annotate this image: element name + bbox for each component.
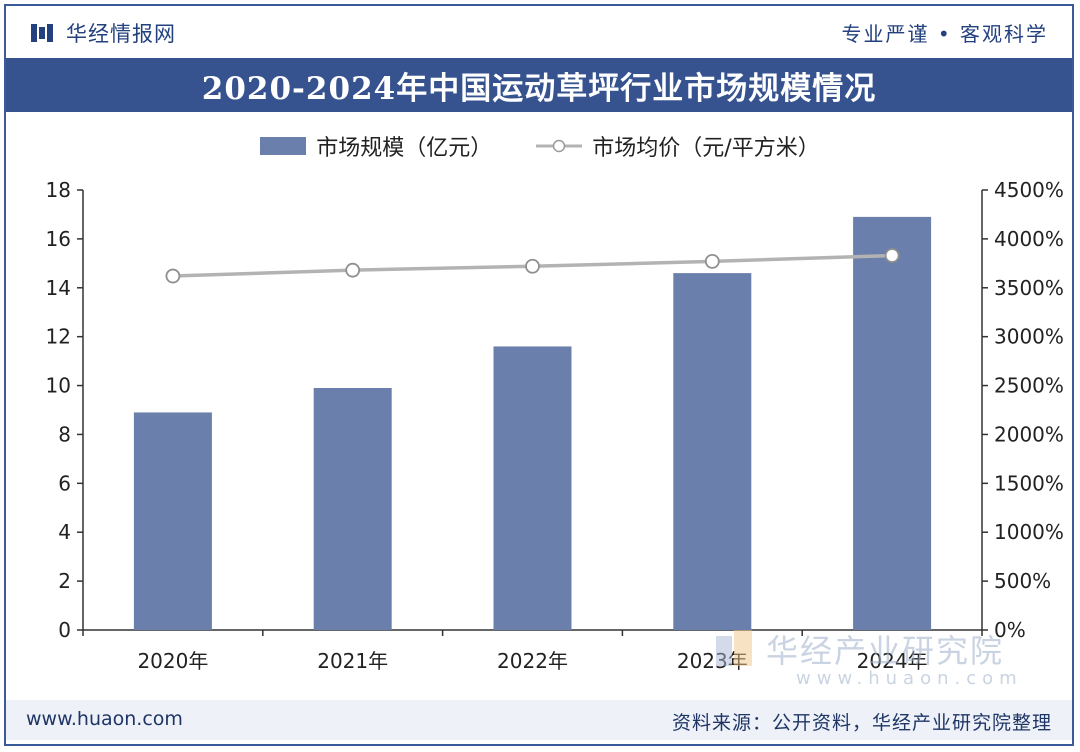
y-right-tick-label: 2000%: [994, 422, 1064, 446]
watermark-logo-icon: [716, 630, 752, 666]
legend-swatch-line: [536, 139, 583, 153]
line-point: [345, 262, 361, 278]
y-right-tick-label: 500%: [994, 569, 1051, 593]
y-left-tick-label: 18: [46, 178, 71, 202]
y-left-tick-label: 4: [58, 520, 71, 544]
watermark-text: 华经产业研究院: [766, 632, 1005, 670]
x-tick-label: 2020年: [137, 649, 208, 673]
legend-item-line[interactable]: 市场均价（元/平方米）: [536, 130, 820, 162]
legend-item-bar[interactable]: 市场规模（亿元）: [260, 130, 492, 162]
legend: 市场规模（亿元） 市场均价（元/平方米）: [0, 128, 1080, 164]
brand-name: 华经情报网: [66, 22, 176, 46]
y-left-tick-label: 0: [58, 618, 71, 642]
book-icon: [31, 24, 53, 42]
y-right-tick-label: 4500%: [994, 178, 1064, 202]
y-right-tick-label: 3500%: [994, 276, 1064, 300]
x-tick-label: 2021年: [317, 649, 388, 673]
y-right-tick-label: 1500%: [994, 471, 1064, 495]
header-bar: 华经情报网 专业严谨 • 客观科学: [4, 4, 1074, 56]
x-tick-label: 2022年: [497, 649, 568, 673]
y-left-tick-label: 16: [46, 227, 71, 251]
y-left-tick-label: 12: [46, 325, 71, 349]
line-point: [704, 253, 720, 269]
y-right-tick-label: 0%: [994, 618, 1026, 642]
y-right-tick-label: 3000%: [994, 325, 1064, 349]
brand[interactable]: 华经情报网: [30, 18, 176, 48]
legend-label-bar: 市场规模（亿元）: [316, 136, 493, 161]
y-right-tick-label: 2500%: [994, 374, 1064, 398]
bar: [853, 216, 932, 630]
footer: www.huaon.com 资料来源：公开资料，华经产业研究院整理: [6, 700, 1072, 740]
line-point: [165, 268, 181, 284]
bar: [133, 412, 212, 630]
title-bar: 2020-2024年中国运动草坪行业市场规模情况: [6, 58, 1072, 112]
x-tick-label: 2024年: [857, 649, 928, 673]
slogan: 专业严谨 • 客观科学: [841, 22, 1048, 46]
y-left-tick-label: 10: [46, 374, 71, 398]
line-point: [525, 258, 540, 274]
bar: [493, 346, 572, 630]
footer-source: 资料来源：公开资料，华经产业研究院整理: [671, 712, 1052, 734]
watermark: 华经产业研究院 www.huaon.com: [700, 620, 1040, 700]
y-left-tick-label: 6: [58, 471, 71, 495]
bar: [673, 273, 752, 630]
legend-swatch-bar: [260, 137, 307, 155]
legend-label-line: 市场均价（元/平方米）: [592, 136, 820, 161]
y-right-tick-label: 1000%: [994, 520, 1064, 544]
y-left-tick-label: 8: [58, 422, 71, 446]
footer-site-link[interactable]: www.huaon.com: [26, 708, 183, 730]
line-point: [884, 248, 900, 263]
chart-title: 2020-2024年中国运动草坪行业市场规模情况: [201, 70, 877, 107]
bar: [313, 388, 392, 630]
y-left-tick-label: 2: [58, 569, 71, 593]
y-right-tick-label: 4000%: [994, 227, 1064, 251]
watermark-url: www.huaon.com: [796, 668, 1023, 689]
y-left-tick-label: 14: [46, 276, 71, 300]
